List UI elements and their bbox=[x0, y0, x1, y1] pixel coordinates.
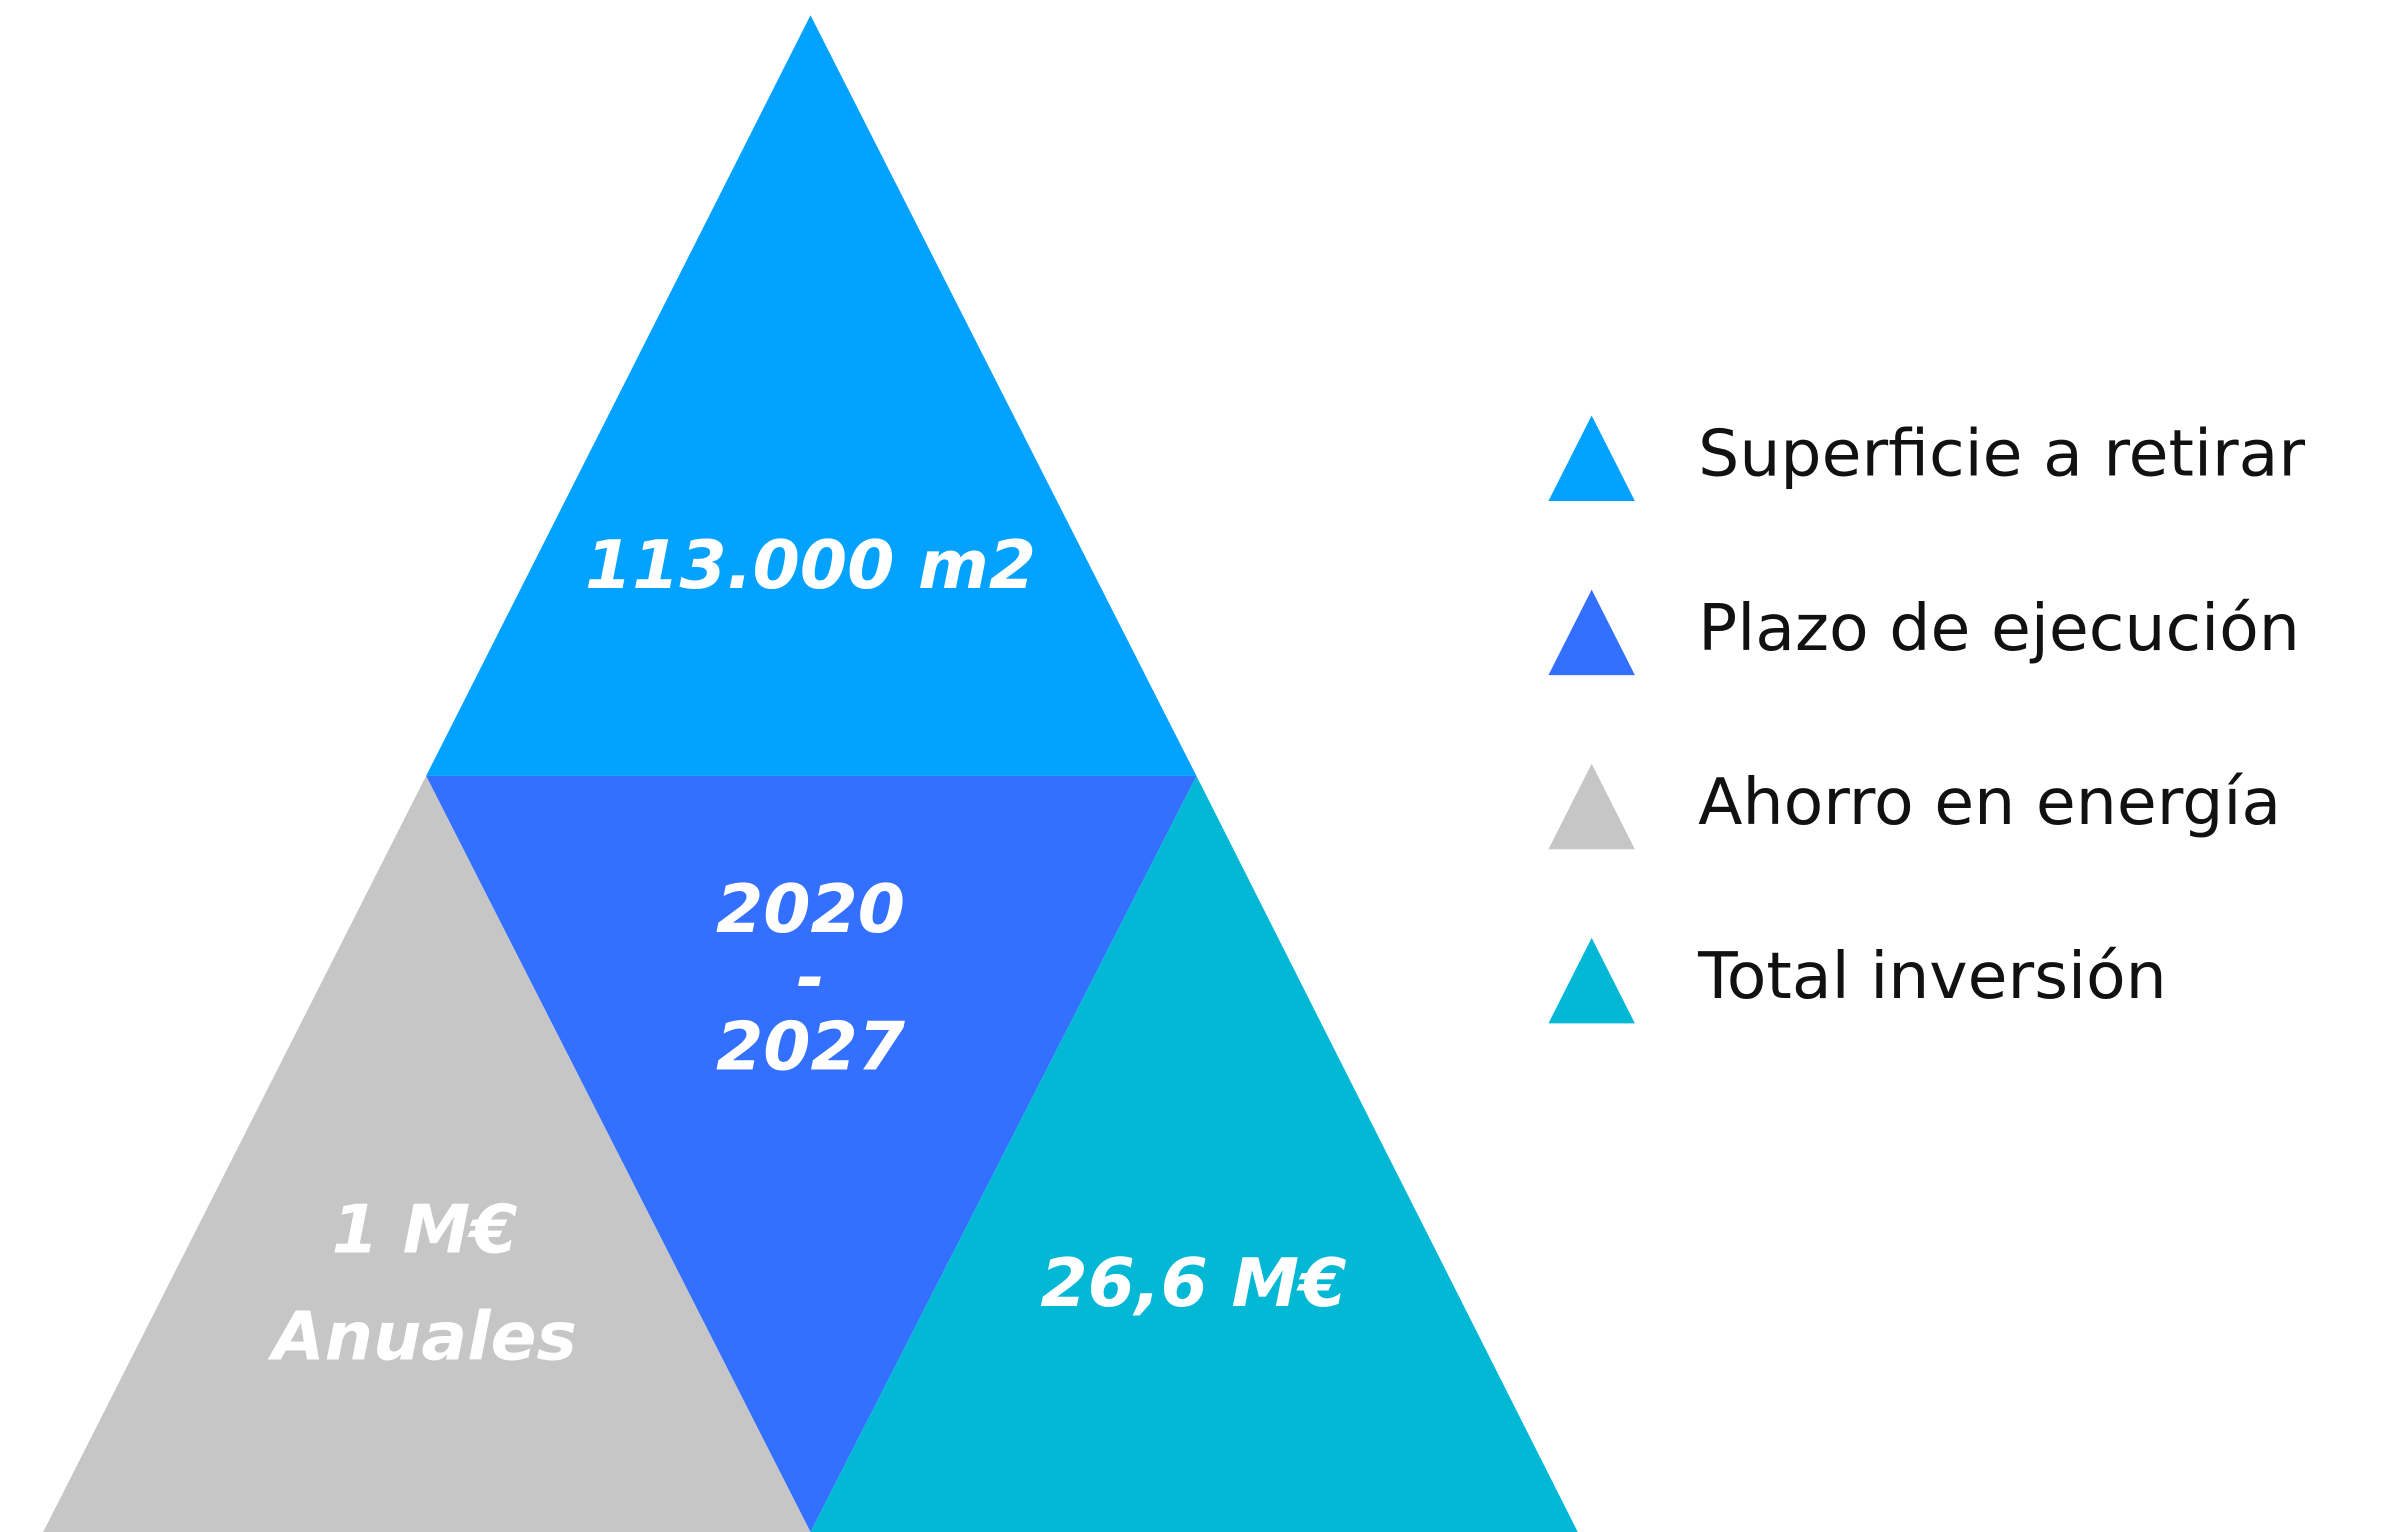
legend-label: Total inversión bbox=[1697, 939, 2167, 1014]
segment-label: 1 M€ bbox=[332, 1190, 518, 1269]
segment-label: Anuales bbox=[267, 1297, 577, 1376]
segment-label: 2020 bbox=[716, 869, 905, 948]
legend-label: Ahorro en energía bbox=[1698, 765, 2281, 840]
legend-icon bbox=[1548, 415, 1635, 501]
pyramid-segment bbox=[426, 15, 1197, 776]
segment-label: 26,6 M€ bbox=[1040, 1243, 1346, 1322]
segment-label: 113.000 m2 bbox=[585, 526, 1036, 605]
legend-icon bbox=[1548, 937, 1635, 1024]
segment-label: 2027 bbox=[716, 1007, 905, 1086]
pyramid-segment bbox=[810, 775, 1578, 1532]
legend-icon bbox=[1548, 589, 1635, 676]
legend-icon bbox=[1548, 763, 1635, 850]
pyramid-segment bbox=[43, 775, 811, 1532]
pyramid-segment bbox=[426, 775, 1197, 1532]
legend-label: Plazo de ejecución bbox=[1698, 591, 2300, 666]
segment-label: - bbox=[796, 938, 824, 1017]
legend-label: Superficie a retirar bbox=[1698, 417, 2305, 492]
